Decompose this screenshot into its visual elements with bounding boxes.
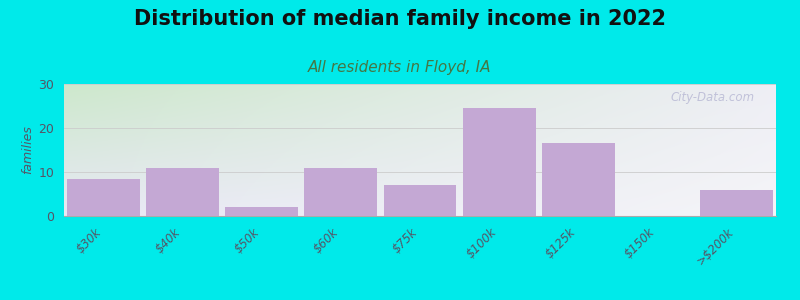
Y-axis label: families: families bbox=[22, 126, 34, 174]
Text: City-Data.com: City-Data.com bbox=[670, 91, 754, 103]
Bar bbox=[226, 207, 298, 216]
Text: Distribution of median family income in 2022: Distribution of median family income in … bbox=[134, 9, 666, 29]
Bar bbox=[67, 178, 140, 216]
Bar bbox=[700, 190, 773, 216]
Bar bbox=[146, 168, 219, 216]
Bar bbox=[384, 185, 456, 216]
Bar bbox=[462, 108, 535, 216]
Bar bbox=[542, 143, 614, 216]
Text: All residents in Floyd, IA: All residents in Floyd, IA bbox=[308, 60, 492, 75]
Bar bbox=[305, 168, 378, 216]
